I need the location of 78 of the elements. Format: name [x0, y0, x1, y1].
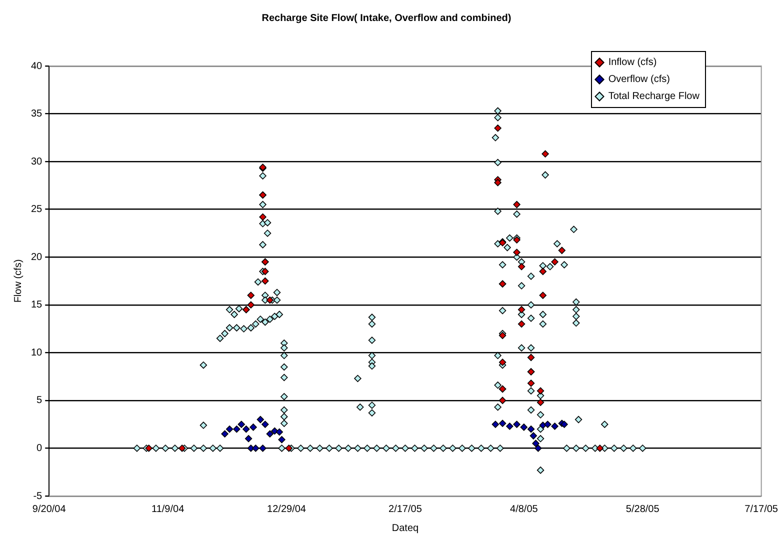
point	[256, 416, 264, 424]
point	[145, 444, 152, 452]
point	[498, 420, 506, 427]
point	[518, 263, 526, 270]
y-tick-label: 0	[36, 442, 43, 454]
point	[242, 426, 250, 433]
point	[558, 246, 566, 254]
y-tick-label: 5	[36, 395, 43, 406]
point	[233, 426, 240, 433]
point	[596, 444, 604, 452]
point	[494, 124, 502, 132]
point	[530, 432, 538, 440]
point	[244, 435, 252, 442]
point	[250, 424, 257, 431]
x-tick-label: 4/8/05	[510, 504, 538, 515]
point	[551, 258, 558, 266]
point	[238, 420, 246, 428]
point	[542, 150, 549, 158]
y-axis-title: Flow (cfs)	[12, 259, 24, 303]
point	[276, 428, 283, 436]
point	[498, 358, 506, 366]
legend-label: Inflow (cfs)	[607, 56, 658, 70]
point	[262, 268, 269, 276]
point	[266, 430, 274, 438]
y-tick-label: 20	[31, 252, 43, 263]
point	[259, 213, 266, 221]
x-tick-label: 9/20/04	[32, 504, 66, 515]
chart-title: Recharge Site Flow( Intake, Overflow and combined)	[262, 12, 512, 24]
y-tick-label: 10	[31, 347, 43, 358]
point	[494, 178, 502, 186]
x-tick-label: 5/28/05	[626, 504, 660, 515]
point	[252, 444, 260, 452]
y-tick-label: -5	[33, 490, 43, 502]
point	[221, 430, 228, 438]
point	[539, 422, 547, 429]
y-tick-label: 15	[31, 300, 43, 311]
point	[513, 420, 520, 428]
point	[513, 248, 520, 256]
y-tick-label: 35	[31, 108, 43, 120]
point	[539, 292, 547, 299]
point	[262, 420, 269, 428]
point	[492, 420, 500, 428]
x-tick-label: 12/29/04	[267, 504, 306, 515]
x-tick-label: 7/17/05	[744, 504, 778, 515]
point	[178, 444, 186, 452]
point	[285, 444, 292, 452]
x-tick-label: 11/9/04	[152, 504, 185, 515]
y-tick-label: 30	[31, 156, 43, 168]
point	[520, 424, 528, 431]
point	[226, 426, 234, 433]
point	[259, 444, 266, 452]
point	[536, 387, 544, 394]
point	[518, 306, 526, 314]
point	[527, 354, 535, 362]
x-axis-title: Dateq	[392, 522, 419, 534]
point	[536, 398, 544, 406]
legend-label: Total Recharge Flow	[607, 90, 700, 104]
point	[278, 436, 286, 444]
point	[247, 292, 255, 299]
legend-label: Overflow (cfs)	[607, 73, 671, 87]
point	[527, 426, 535, 433]
point	[498, 396, 506, 404]
point	[247, 301, 255, 308]
x-tick-label: 2/17/05	[388, 504, 422, 515]
point	[513, 200, 520, 208]
point	[527, 380, 535, 387]
point	[518, 320, 526, 328]
point	[560, 420, 568, 428]
point	[532, 440, 540, 448]
point	[551, 422, 558, 430]
point	[266, 296, 274, 304]
y-tick-label: 40	[31, 60, 43, 72]
point	[539, 268, 547, 276]
point	[506, 422, 514, 430]
point	[534, 444, 542, 452]
point	[262, 277, 269, 285]
point	[544, 420, 552, 428]
y-tick-label: 25	[31, 204, 43, 216]
